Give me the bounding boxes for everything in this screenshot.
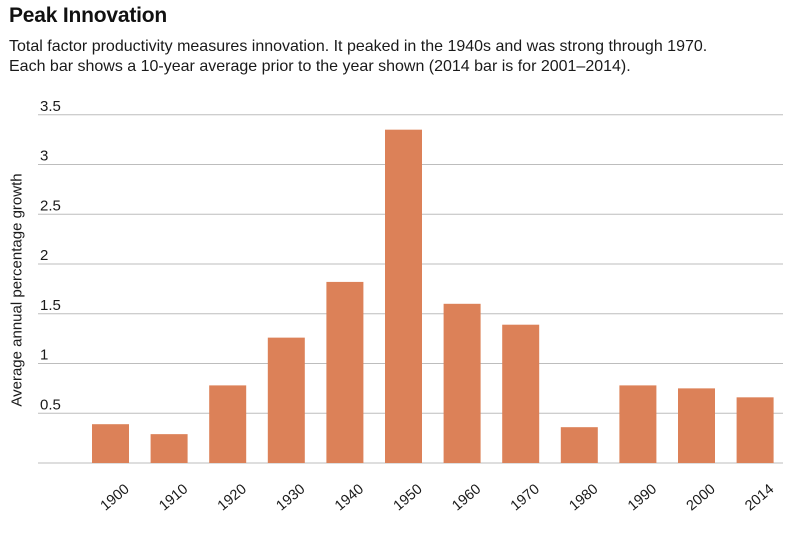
chart-subtitle: Total factor productivity measures innov…: [9, 37, 794, 77]
x-tick-label: 1900: [98, 481, 133, 514]
x-tick-label: 2000: [684, 481, 719, 514]
x-tick-label: 1960: [449, 481, 484, 514]
chart-title: Peak Innovation: [9, 4, 168, 27]
bar-1950: [385, 129, 422, 464]
x-tick-label: 1930: [273, 481, 308, 514]
y-tick-label: 1.5: [40, 297, 61, 314]
bar-2000: [678, 388, 715, 463]
y-tick-label: 3: [40, 148, 48, 165]
bar-1960: [443, 303, 481, 463]
bar-1990: [619, 385, 657, 463]
subtitle-line-2: Each bar shows a 10-year average prior t…: [9, 58, 631, 75]
y-tick-label: 0.5: [40, 396, 61, 413]
x-tick-label: 1920: [215, 481, 250, 514]
bar-2014: [736, 397, 774, 463]
x-tick-label: 1990: [625, 481, 660, 514]
bars: [92, 129, 774, 464]
bar-1940: [326, 281, 364, 463]
y-tick-label: 3.5: [40, 98, 61, 115]
y-tick-label: 2: [40, 247, 48, 264]
y-tick-label: 1: [40, 347, 48, 364]
bar-1980: [560, 427, 598, 463]
bar-1930: [267, 337, 305, 463]
x-tick-label: 1940: [332, 481, 367, 514]
x-tick-labels: 1900 1910 1920 1930 1940 1950 1960 1970 1980 1990…: [98, 481, 778, 514]
bar-1900: [92, 424, 129, 463]
bar-1920: [209, 385, 247, 463]
y-tick-labels: 0.5 1 1.5 2 2.5 3 3.5: [40, 98, 61, 414]
x-tick-label: 1910: [156, 481, 191, 514]
bar-1970: [502, 324, 540, 463]
x-tick-label: 1950: [391, 481, 426, 514]
x-tick-label: 1980: [566, 481, 601, 514]
y-tick-label: 2.5: [40, 197, 61, 214]
x-tick-label: 2014: [742, 481, 777, 514]
bar-1910: [150, 434, 188, 463]
subtitle-line-1: Total factor productivity measures innov…: [9, 38, 708, 55]
x-tick-label: 1970: [508, 481, 543, 514]
